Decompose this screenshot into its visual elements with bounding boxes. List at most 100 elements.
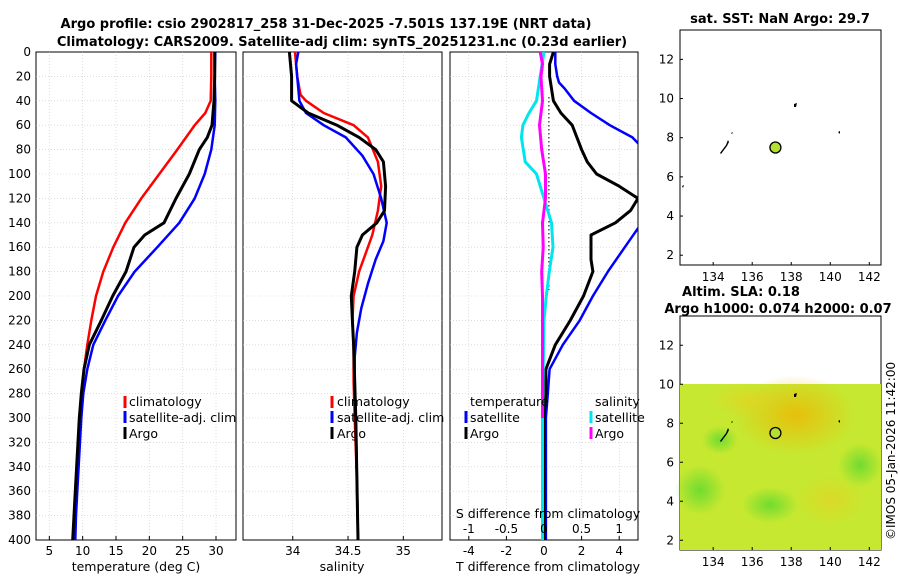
series-line-argo [71,52,217,540]
s-difference-tick-label: 0.5 [572,522,591,536]
depth-tick-label: 140 [8,216,31,230]
legend-label-climatology: climatology [337,394,410,409]
latitude-tick-label: 8 [666,416,674,430]
depth-tick-label: 60 [16,118,31,132]
salinity-xlabel: salinity [320,559,365,574]
depth-tick-label: 0 [23,45,31,59]
longitude-tick-label: 136 [741,555,764,569]
latitude-tick-label: 2 [666,248,674,262]
argo-float-marker [769,426,782,440]
series-line-t-satellite [544,226,638,540]
s-difference-tick-label: -0.5 [495,522,518,536]
latitude-tick-label: 10 [659,377,674,391]
latitude-tick-label: 6 [666,170,674,184]
island-fragment [838,420,840,423]
legend-label-satellite: satellite-adj. clim [337,410,444,425]
series-line-t-satellite [554,52,638,146]
t-difference-tick-label: -2 [500,544,512,558]
s-difference-tick-label: -1 [463,522,475,536]
depth-tick-label: 380 [8,509,31,523]
difference-legend: temperature salinity satellite Argo sate… [464,394,645,441]
sst-map-tick-labels: 134 136 138 140 142 2 4 6 8 10 12 [659,52,881,284]
latitude-tick-label: 4 [666,209,674,223]
sla-field [675,375,882,550]
series-line-s-argo [538,52,547,418]
s-difference-xlabel: S difference from climatology [456,506,641,521]
depth-tick-label: 200 [8,289,31,303]
longitude-tick-label: 140 [819,555,842,569]
temperature-series [71,52,217,540]
sla-map-title-1: Altim. SLA: 0.18 [682,285,800,300]
s-difference-tick-label: 1 [615,522,623,536]
sst-map-panel: sat. SST: NaN Argo: 29.7 134 136 138 140 142… [659,12,882,284]
salinity-tick-label: 34 [285,544,300,558]
depth-tick-labels: 0 20 40 60 80 100 120 140 160 180 200 220 240 260 280 3… [8,45,31,547]
depth-tick-label: 100 [8,167,31,181]
sst-map-title: sat. SST: NaN Argo: 29.7 [690,12,870,27]
salinity-panel: 34 34.5 35 salinity climatology satellite-… [242,51,444,574]
sla-low-anomaly [675,465,725,515]
temperature-tick-label: 20 [142,544,157,558]
longitude-tick-label: 138 [780,270,803,284]
series-line-t-argo [542,52,638,540]
legend-label-argo: Argo [337,426,366,441]
legend-label-argo: Argo [129,426,158,441]
legend-label-satellite: satellite-adj. clim [129,410,236,425]
s-difference-tick-label: 0 [540,522,548,536]
t-difference-tick-label: 2 [578,544,586,558]
temperature-tick-label: 10 [75,544,90,558]
legend-label-t-satellite: satellite [470,410,520,425]
depth-tick-label: 40 [16,94,31,108]
s-difference-tick-labels: -1 -0.5 0 0.5 1 [463,522,623,536]
salinity-tick-label: 34.5 [335,544,362,558]
imos-credit: ©IMOS 05-Jan-2026 11:42:00 [884,362,898,540]
latitude-tick-label: 6 [666,455,674,469]
salinity-series [287,52,388,540]
depth-tick-label: 280 [8,387,31,401]
argo-float-marker [769,141,782,154]
island-fragment [794,103,797,107]
depth-tick-label: 180 [8,265,31,279]
depth-tick-label: 260 [8,362,31,376]
depth-tick-label: 160 [8,240,31,254]
latitude-tick-label: 10 [659,92,674,106]
legend-label-t-argo: Argo [470,426,499,441]
depth-tick-label: 80 [16,143,31,157]
legend-header-temperature: temperature [470,394,549,409]
sla-map-panel: Altim. SLA: 0.18 Argo h1000: 0.074 h2000… [659,285,892,569]
sla-low-anomaly [742,487,798,523]
legend-header-salinity: salinity [595,394,640,409]
difference-series [519,52,638,540]
depth-tick-label: 300 [8,411,31,425]
longitude-tick-label: 134 [702,270,725,284]
sla-low-anomaly [702,426,738,454]
depth-tick-label: 120 [8,191,31,205]
salinity-legend: climatology satellite-adj. clim Argo [330,394,444,441]
temperature-tick-label: 15 [108,544,123,558]
temperature-tick-labels: 5 10 15 20 25 30 [46,544,224,558]
sla-map-title-2: Argo h1000: 0.074 h2000: 0.07 [664,302,891,317]
island-fragment [794,393,797,397]
depth-tick-label: 320 [8,435,31,449]
island-fragment [838,131,840,134]
t-difference-tick-labels: -4 -2 0 2 4 [463,544,623,558]
longitude-tick-label: 134 [702,555,725,569]
island-fragment [731,421,733,423]
temperature-panel: 0 20 40 60 80 100 120 140 160 180 200 220 240 260 280 3… [8,45,237,574]
depth-tick-label: 340 [8,460,31,474]
temperature-xlabel: temperature (deg C) [72,559,201,574]
sst-coastline [682,103,840,188]
sla-low-anomaly [838,443,882,487]
latitude-tick-label: 4 [666,494,674,508]
sla-coastline [720,393,840,442]
series-line-satellite-adj-clim [74,52,217,540]
latitude-tick-label: 12 [659,338,674,352]
depth-tick-label: 360 [8,484,31,498]
salinity-grid [243,52,442,540]
temperature-tick-label: 30 [208,544,223,558]
latitude-tick-label: 2 [666,533,674,547]
latitude-tick-label: 8 [666,131,674,145]
t-difference-xlabel: T difference from climatology [455,559,641,574]
island-fragment [731,132,733,134]
